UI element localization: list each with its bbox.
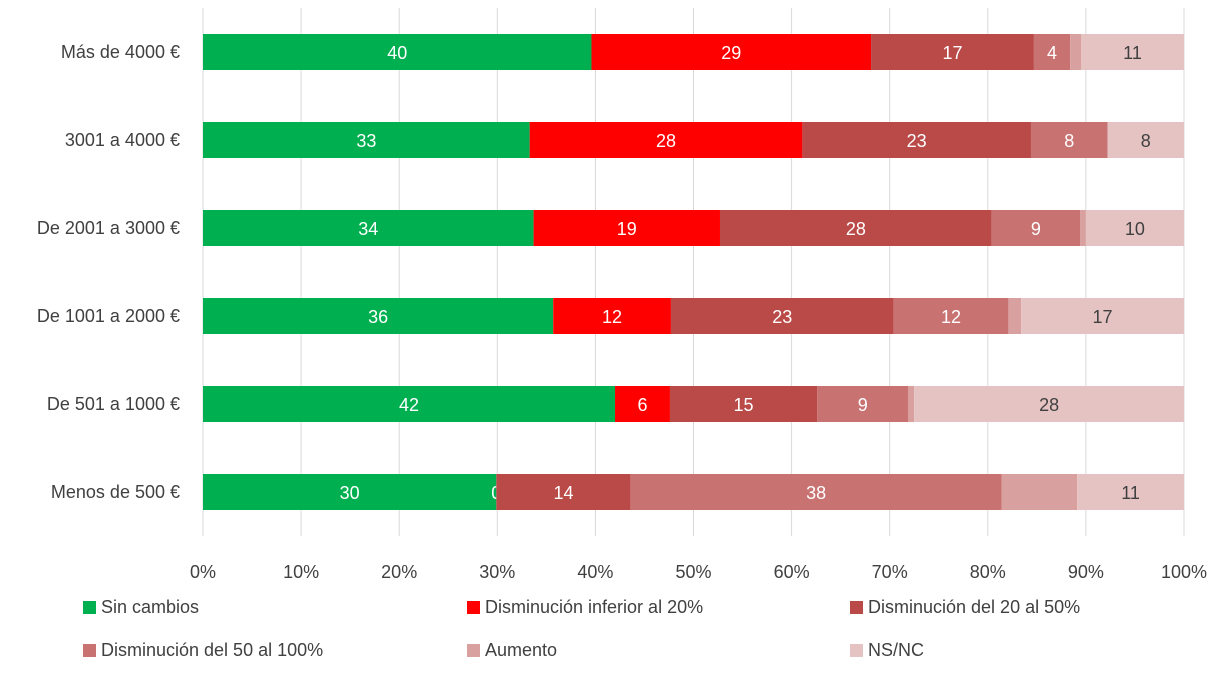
data-label: 40	[387, 43, 407, 63]
bar-segment	[1008, 298, 1022, 334]
data-label: 12	[941, 307, 961, 327]
bar-segment	[615, 386, 670, 422]
category-label: De 1001 a 2000 €	[37, 306, 180, 326]
category-label: De 2001 a 3000 €	[37, 218, 180, 238]
bar-segment	[203, 122, 530, 158]
x-tick-label: 100%	[1161, 562, 1207, 582]
data-label: 33	[356, 131, 376, 151]
data-label: 34	[358, 219, 378, 239]
bar-segment	[914, 386, 1184, 422]
bar-segment	[203, 210, 534, 246]
bar-segment	[1077, 474, 1184, 510]
data-label: 17	[1093, 307, 1113, 327]
data-label: 28	[656, 131, 676, 151]
bar-segment	[817, 386, 909, 422]
data-label: 19	[617, 219, 637, 239]
x-tick-label: 20%	[381, 562, 417, 582]
bar-segment	[1030, 122, 1108, 158]
data-label: 36	[368, 307, 388, 327]
bar-segment	[591, 34, 872, 70]
data-label: 8	[1064, 131, 1074, 151]
data-label: 9	[858, 395, 868, 415]
bar-segment	[670, 298, 894, 334]
data-label: 12	[602, 307, 622, 327]
data-label: 4	[1047, 43, 1057, 63]
bar-segment	[1021, 298, 1184, 334]
x-tick-label: 50%	[675, 562, 711, 582]
data-label: 38	[806, 483, 826, 503]
bar-segment	[203, 298, 554, 334]
bar-segment	[630, 474, 1002, 510]
bar-segment	[669, 386, 818, 422]
data-label: 28	[846, 219, 866, 239]
data-label: 11	[1123, 43, 1142, 63]
bar-segment	[1033, 34, 1071, 70]
bar-segment	[1085, 210, 1184, 246]
bar-segment	[991, 210, 1081, 246]
bar-segment	[529, 122, 803, 158]
category-label: Menos de 500 €	[51, 482, 180, 502]
x-tick-label: 80%	[970, 562, 1006, 582]
data-label: 10	[1125, 219, 1145, 239]
data-label: 6	[637, 395, 647, 415]
data-label: 8	[1141, 131, 1151, 151]
data-label: 17	[942, 43, 962, 63]
data-label: 42	[399, 395, 419, 415]
bar-segment	[1080, 34, 1184, 70]
x-tick-label: 90%	[1068, 562, 1104, 582]
bar-segment	[1070, 34, 1081, 70]
data-label: 14	[554, 483, 574, 503]
bar-segment	[553, 298, 671, 334]
category-label: 3001 a 4000 €	[65, 130, 180, 150]
category-label: De 501 a 1000 €	[47, 394, 180, 414]
data-label: 29	[721, 43, 741, 63]
data-label: 28	[1039, 395, 1059, 415]
x-tick-label: 40%	[577, 562, 613, 582]
bar-segment	[203, 474, 497, 510]
bar-segment	[871, 34, 1034, 70]
bar-segment	[719, 210, 992, 246]
bar-segment	[203, 386, 616, 422]
x-tick-label: 10%	[283, 562, 319, 582]
category-label: Más de 4000 €	[61, 42, 180, 62]
data-label: 11	[1121, 483, 1140, 503]
data-label: 23	[772, 307, 792, 327]
bar-segment	[802, 122, 1031, 158]
x-tick-label: 70%	[872, 562, 908, 582]
x-tick-label: 0%	[190, 562, 216, 582]
bar-segment	[908, 386, 915, 422]
x-tick-label: 30%	[479, 562, 515, 582]
data-label: 30	[340, 483, 360, 503]
bar-segment	[1001, 474, 1078, 510]
bar-segment	[496, 474, 631, 510]
data-label: 23	[907, 131, 927, 151]
bar-segment	[203, 34, 592, 70]
x-tick-label: 60%	[774, 562, 810, 582]
bar-segment	[1080, 210, 1086, 246]
bar-segment	[533, 210, 720, 246]
bar-segment	[1107, 122, 1184, 158]
data-label: 9	[1031, 219, 1041, 239]
data-label: 15	[734, 395, 754, 415]
bar-segment	[893, 298, 1009, 334]
